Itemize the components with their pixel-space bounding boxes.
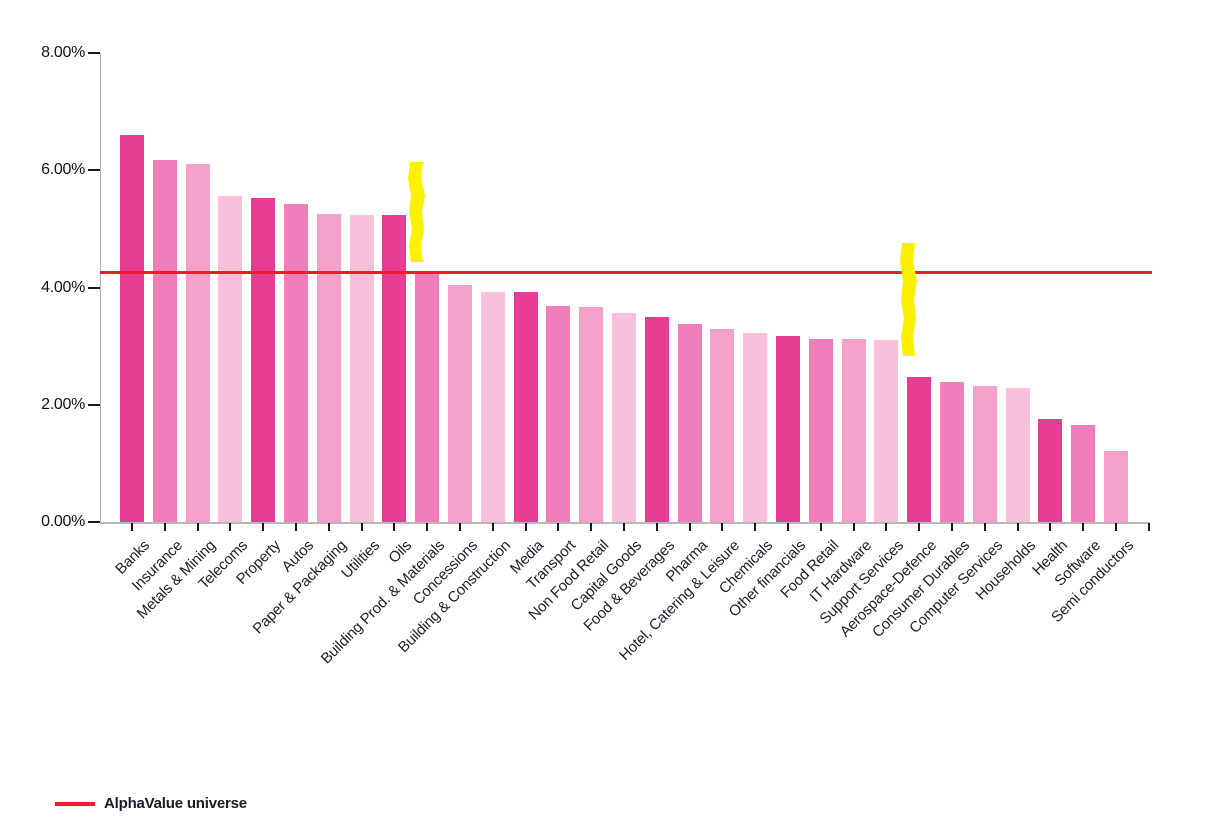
x-axis-tick — [360, 523, 363, 531]
bar — [710, 329, 735, 522]
bar — [448, 284, 472, 522]
highlighter-mark — [408, 162, 425, 262]
y-axis-line — [100, 53, 101, 522]
x-axis-tick — [163, 523, 166, 531]
bar — [382, 214, 407, 522]
bar — [677, 324, 702, 522]
y-axis-tick — [88, 521, 100, 523]
y-axis-tick-label: 2.00% — [41, 395, 85, 413]
y-axis-tick-label: 8.00% — [41, 44, 85, 61]
x-axis-tick — [951, 523, 953, 531]
bar — [644, 317, 669, 522]
bar — [120, 135, 144, 522]
x-axis-tick — [131, 523, 133, 531]
x-axis-tick — [196, 523, 199, 531]
legend-label: AlphaValue universe — [104, 795, 247, 812]
x-axis-tick — [524, 523, 527, 531]
x-axis-tick — [721, 523, 724, 531]
bar — [808, 339, 833, 522]
bar — [841, 339, 866, 522]
x-axis-tick — [1016, 523, 1019, 531]
reference-line — [100, 270, 1152, 274]
x-axis-tick — [754, 523, 757, 531]
x-axis-tick — [262, 523, 265, 531]
y-axis-tick — [88, 286, 100, 289]
x-axis-tick — [590, 523, 593, 531]
bar — [546, 306, 571, 522]
x-axis-line — [100, 522, 1150, 524]
bar — [1038, 418, 1063, 522]
y-axis-tick-label: 0.00% — [41, 513, 85, 530]
x-axis-tick — [327, 523, 330, 531]
legend-line-swatch — [55, 801, 95, 806]
x-axis-tick — [1049, 523, 1052, 531]
bar — [218, 196, 243, 522]
bar — [874, 339, 899, 522]
bar — [1005, 388, 1030, 522]
bar — [251, 197, 276, 522]
bar — [185, 164, 210, 522]
bar — [579, 306, 604, 522]
bar — [513, 291, 538, 522]
y-axis-tick-label: 4.00% — [41, 278, 85, 296]
x-axis-tick — [459, 523, 461, 531]
bar — [480, 292, 505, 522]
x-axis-tick — [229, 523, 232, 531]
x-axis-tick — [557, 523, 560, 531]
x-axis-tick — [295, 523, 297, 531]
bar — [152, 160, 177, 522]
bar — [415, 272, 440, 522]
bar — [776, 335, 800, 522]
bar — [1104, 451, 1128, 522]
x-axis-tick — [688, 523, 691, 531]
x-axis-tick — [426, 523, 429, 531]
x-axis-tick — [885, 523, 888, 531]
bar — [1071, 425, 1096, 522]
y-axis-tick — [88, 169, 100, 172]
y-axis-tick — [88, 52, 100, 54]
x-axis-tick — [393, 523, 396, 531]
bar — [940, 382, 964, 522]
legend: AlphaValue universe — [55, 795, 247, 812]
x-axis-tick — [852, 523, 855, 531]
x-axis-tick — [787, 523, 789, 531]
bar — [612, 313, 636, 522]
x-axis-tick — [655, 523, 658, 531]
y-axis-tick — [88, 403, 100, 406]
bar — [284, 204, 308, 522]
x-axis-tick — [983, 523, 986, 531]
x-axis-tick — [623, 523, 625, 531]
highlighter-mark — [900, 243, 917, 356]
bar — [743, 332, 768, 522]
x-axis-tick — [1082, 523, 1085, 531]
x-axis-tick — [819, 523, 822, 531]
bar — [349, 214, 374, 522]
y-axis-tick-label: 6.00% — [41, 161, 85, 179]
bar — [907, 377, 932, 522]
bar — [972, 385, 997, 522]
bar — [316, 214, 341, 522]
x-axis-tick — [1115, 523, 1117, 531]
x-axis-tick — [1147, 523, 1150, 531]
x-axis-tick — [491, 523, 494, 531]
x-axis-tick — [918, 523, 921, 531]
